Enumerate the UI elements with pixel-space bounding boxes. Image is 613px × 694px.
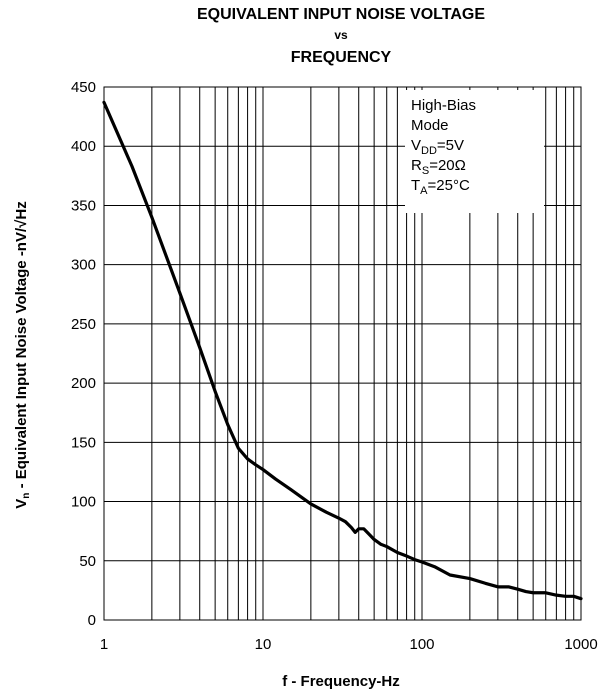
plot-border <box>103 86 582 621</box>
y-label-subscript: n <box>21 493 32 499</box>
chart-title: EQUIVALENT INPUT NOISE VOLTAGE vs FREQUENC… <box>197 6 485 66</box>
annotation-line: TA=25°C <box>411 177 470 197</box>
y-axis-label: Vn - Equivalent Input Noise Voltage -nV/… <box>13 201 32 508</box>
y-tick-label: 0 <box>88 612 96 629</box>
x-tick-label: 10 <box>255 636 272 653</box>
y-label-prefix: V <box>13 499 30 509</box>
y-tick-labels: 0 50 100 150 200 250 300 350 400 450 <box>71 79 96 629</box>
annotation-text: V <box>411 137 421 154</box>
x-tick-label: 1000 <box>564 636 597 653</box>
y-tick-label: 450 <box>71 79 96 96</box>
annotation-line: VDD=5V <box>411 137 464 157</box>
x-tick-label: 100 <box>409 636 434 653</box>
series-group <box>102 100 583 601</box>
title-line: EQUIVALENT INPUT NOISE VOLTAGE <box>197 6 485 23</box>
annotation-line: Mode <box>411 117 449 134</box>
y-label-radical: √ <box>13 219 30 228</box>
annotation-line: RS=20Ω <box>411 157 466 177</box>
y-axis-label-text: Vn - Equivalent Input Noise Voltage -nV/… <box>13 201 32 508</box>
annotation-text: =5V <box>437 137 464 154</box>
annotation-subscript: DD <box>421 145 437 157</box>
title-line: FREQUENCY <box>291 49 392 66</box>
annotation-text: Mode <box>411 117 449 134</box>
series-line <box>102 100 583 601</box>
y-tick-label: 200 <box>71 375 96 392</box>
annotation-subscript: S <box>422 165 429 177</box>
y-tick-label: 250 <box>71 316 96 333</box>
y-tick-label: 350 <box>71 197 96 214</box>
annotation-text: R <box>411 157 422 174</box>
grid <box>103 86 581 621</box>
y-label-text: - Equivalent Input Noise Voltage -nV/ <box>13 227 30 493</box>
annotation-text: =25°C <box>428 177 470 194</box>
x-tick-label: 1 <box>100 636 108 653</box>
y-tick-label: 300 <box>71 257 96 274</box>
annotation-box <box>405 90 544 213</box>
y-label-unit: Hz <box>13 201 30 219</box>
y-tick-label: 100 <box>71 494 96 511</box>
annotation-text: High-Bias <box>411 97 476 114</box>
annotation-text: =20Ω <box>429 157 466 174</box>
y-tick-label: 400 <box>71 138 96 155</box>
annotation-subscript: A <box>420 185 428 197</box>
y-tick-label: 50 <box>79 553 96 570</box>
x-axis-label: f - Frequency-Hz <box>282 673 400 690</box>
y-tick-label: 150 <box>71 434 96 451</box>
annotation-line: High-Bias <box>411 97 476 114</box>
x-tick-labels: 1 10 100 1000 <box>100 636 598 653</box>
annotation-text: T <box>411 177 420 194</box>
title-line: vs <box>334 28 348 42</box>
